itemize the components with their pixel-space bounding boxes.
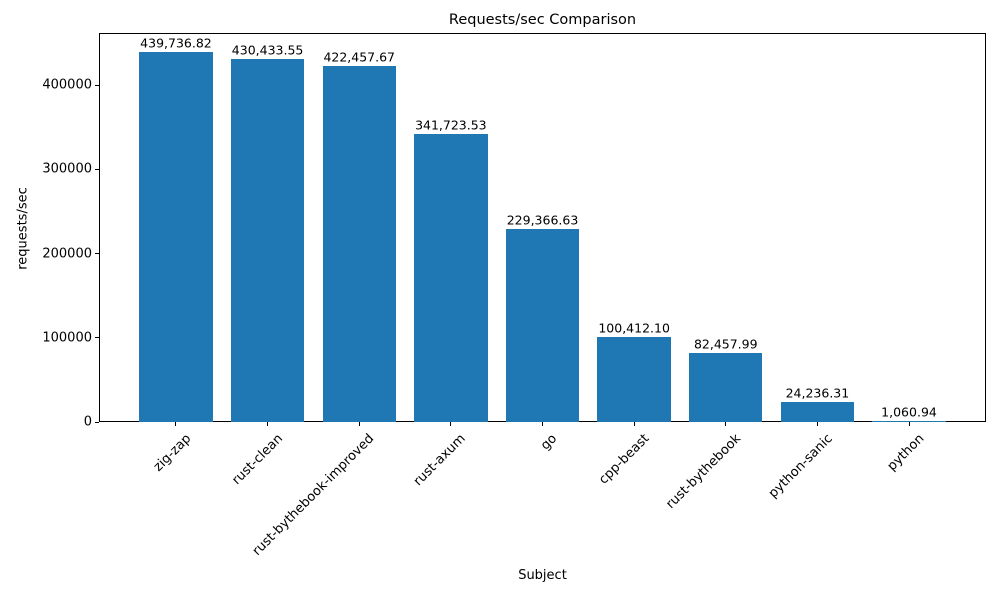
x-tick [908,422,910,426]
bar-value-label: 82,457.99 [693,335,758,351]
x-tick [358,422,360,426]
y-tick [95,168,99,170]
x-tick [633,422,635,426]
x-tick-label: python-sanic [765,431,836,502]
bar [689,352,763,422]
bar [322,66,396,422]
x-tick-label: rust-clean [228,431,286,488]
bar-value-label: 341,723.53 [415,117,487,133]
bar-value-label: 422,457.67 [323,49,396,65]
x-axis-label: Subject [518,568,567,583]
bar [780,401,855,422]
y-tick-label: 400000 [42,77,92,93]
chart-title: Requests/sec Comparison [448,12,637,28]
x-tick [816,422,818,426]
y-tick-label: 300000 [42,161,92,177]
x-tick-label: rust-bythebook [662,431,744,512]
x-tick-label: rust-axum [410,431,469,490]
x-tick [267,422,269,426]
bar-value-label: 1,060.94 [881,404,937,420]
bar [414,134,488,422]
x-tick [175,422,177,426]
bar-value-label: 24,236.31 [785,384,850,400]
x-tick-label: zig-zap [150,431,194,475]
y-tick [95,84,99,86]
x-tick-label: go [538,431,561,454]
bar [505,228,580,422]
x-tick-label: python [884,431,927,475]
x-tick [450,422,452,426]
x-tick [725,422,727,426]
y-tick-label: 200000 [42,246,92,261]
bar-value-label: 430,433.55 [231,42,304,58]
bar [597,337,671,422]
y-tick [95,253,99,254]
x-tick-label: cpp-beast [595,431,653,488]
bar [230,59,305,422]
y-axis-label: requests/sec [15,187,31,270]
y-tick [95,337,99,339]
y-tick-label: 0 [83,414,92,430]
bar [872,421,946,422]
bar-value-label: 100,412.10 [598,320,670,336]
bar-value-label: 439,736.82 [140,34,212,50]
y-tick [95,421,99,423]
bar-value-label: 229,366.63 [506,212,579,227]
x-tick [542,422,543,426]
y-tick-label: 100000 [42,330,92,346]
bar [139,51,213,422]
